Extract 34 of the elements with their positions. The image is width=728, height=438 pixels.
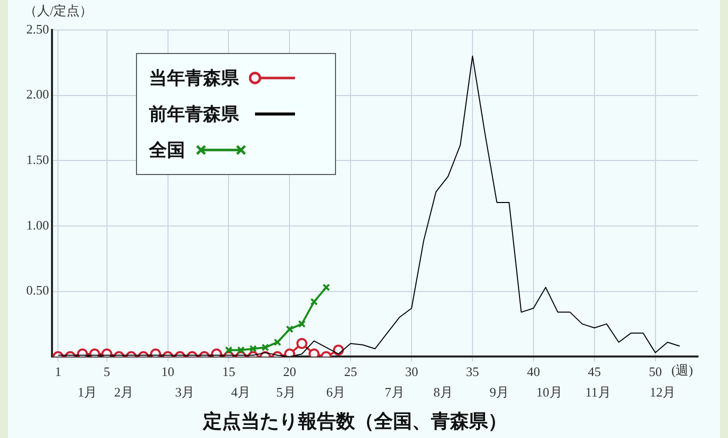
x-tick-label: 50 bbox=[648, 364, 662, 379]
legend-label: 当年青森県 bbox=[149, 67, 239, 90]
x-tick-label: 35 bbox=[466, 364, 480, 379]
text: 6月 bbox=[326, 384, 346, 400]
x-tick-label: 5 bbox=[104, 364, 110, 379]
text: 9月 bbox=[490, 384, 510, 400]
y-tick-label: 0.50 bbox=[26, 282, 49, 298]
text: 定点当たり報告数（全国、青森県） bbox=[202, 410, 507, 433]
text: 2月 bbox=[114, 384, 134, 400]
text: 4月 bbox=[231, 384, 251, 400]
y-tick-label: 1.00 bbox=[26, 217, 49, 232]
text: 11月 bbox=[585, 384, 611, 400]
x-tick-label: 25 bbox=[344, 364, 358, 379]
text: 1月 bbox=[78, 384, 98, 400]
text: 3月 bbox=[175, 384, 195, 400]
text: 12月 bbox=[650, 384, 676, 400]
y-tick-label: 2.50 bbox=[26, 21, 49, 36]
x-axis-title: (週) bbox=[671, 362, 694, 378]
y-tick-label: 1.50 bbox=[26, 152, 49, 168]
x-tick-label: 10 bbox=[161, 364, 174, 379]
text: 10月 bbox=[536, 384, 562, 400]
x-tick-label: 20 bbox=[283, 364, 296, 379]
text: 5月 bbox=[276, 384, 296, 400]
x-tick-label: 45 bbox=[588, 364, 601, 379]
y-axis-title: （人/定点） bbox=[24, 2, 93, 18]
x-tick-label: 1 bbox=[54, 364, 62, 379]
x-tick-label: 40 bbox=[526, 364, 540, 379]
legend-label: 前年青森県 bbox=[149, 103, 239, 126]
text: 8月 bbox=[434, 384, 454, 400]
y-tick-label: 2.00 bbox=[26, 86, 49, 102]
x-tick-label: 30 bbox=[405, 364, 418, 379]
x-tick-label: 15 bbox=[222, 364, 236, 379]
text: 7月 bbox=[384, 384, 404, 400]
legend-label: 全国 bbox=[149, 139, 185, 162]
